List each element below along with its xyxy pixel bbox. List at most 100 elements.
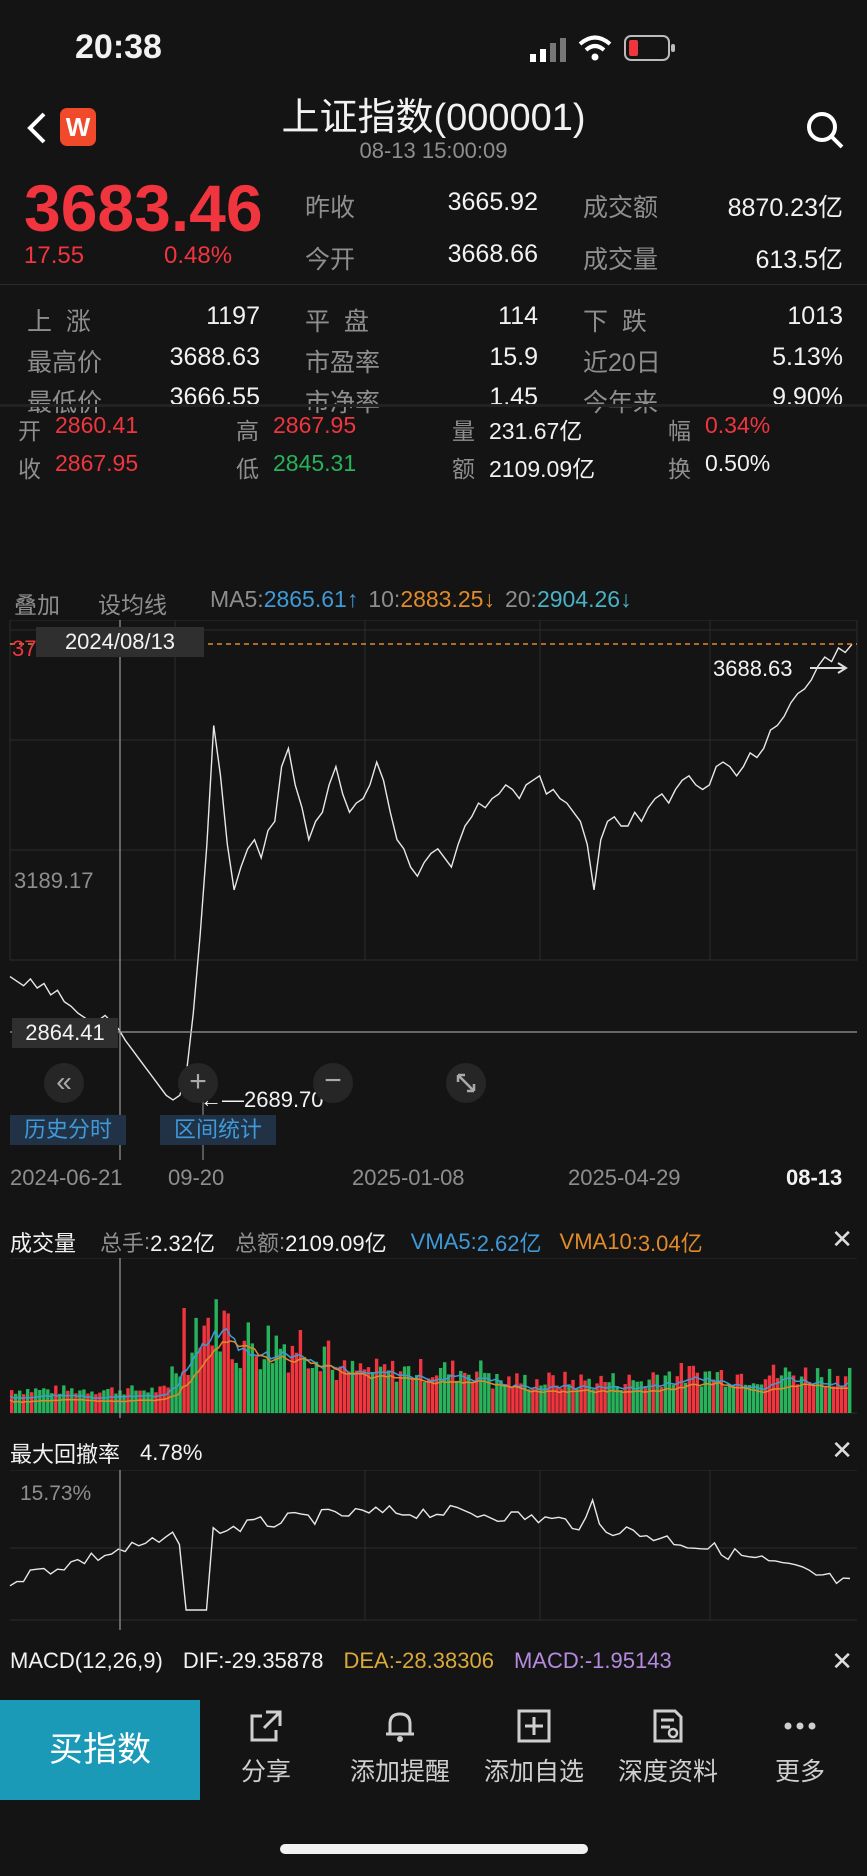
expand-icon[interactable] bbox=[446, 1063, 486, 1103]
add-box-icon bbox=[517, 1709, 551, 1743]
ma-values: MA5: 2865.61↑ 10: 2883.25↓ 20: 2904.26↓ bbox=[210, 586, 632, 613]
price-chart[interactable] bbox=[0, 620, 867, 1160]
volume-bar bbox=[583, 1380, 587, 1413]
drawdown-chart bbox=[9, 1470, 857, 1630]
volume-bar bbox=[555, 1385, 559, 1413]
volume-bar bbox=[402, 1366, 407, 1413]
volume-bar bbox=[655, 1374, 659, 1413]
signal-icon bbox=[530, 38, 568, 62]
zoom-out-icon[interactable]: − bbox=[313, 1063, 353, 1103]
day-close-label: 收 bbox=[18, 456, 41, 482]
volume-bar bbox=[266, 1325, 270, 1413]
volume-bar bbox=[643, 1386, 647, 1413]
volume-bar bbox=[270, 1363, 274, 1413]
low-value: 3666.55 bbox=[169, 383, 260, 411]
volume-bar bbox=[398, 1371, 403, 1413]
volume-bar bbox=[723, 1386, 728, 1413]
volume-bar bbox=[443, 1362, 447, 1413]
volume-bar bbox=[467, 1374, 471, 1413]
drawdown-line bbox=[9, 1497, 851, 1611]
drawdown-title: 最大回撤率 bbox=[10, 1442, 121, 1467]
volume-bar bbox=[475, 1371, 479, 1413]
deep-info-button[interactable]: 深度资料 bbox=[608, 1700, 728, 1800]
volume-bar bbox=[350, 1360, 355, 1413]
volume-bar bbox=[707, 1371, 712, 1413]
volume-bar bbox=[503, 1384, 507, 1413]
close-volume-icon[interactable]: ✕ bbox=[831, 1224, 853, 1254]
share-button[interactable]: 分享 bbox=[206, 1700, 326, 1800]
buy-index-button[interactable]: 买指数 bbox=[0, 1700, 200, 1800]
volume-bar bbox=[623, 1384, 627, 1413]
up-label: 上 涨 bbox=[27, 308, 91, 336]
range-stats-button[interactable]: 区间统计 bbox=[160, 1115, 276, 1145]
history-intraday-button[interactable]: 历史分时 bbox=[10, 1115, 126, 1145]
volume-bar bbox=[663, 1375, 667, 1413]
volume-bar bbox=[635, 1381, 639, 1413]
volume-bar bbox=[427, 1378, 431, 1413]
down-label: 下 跌 bbox=[583, 308, 647, 336]
add-alert-button[interactable]: 添加提醒 bbox=[340, 1700, 460, 1800]
day-amp-value: 0.34% bbox=[705, 412, 771, 438]
volume-bar bbox=[840, 1386, 844, 1413]
flat-count: 114 bbox=[498, 302, 538, 330]
add-watchlist-button[interactable]: 添加自选 bbox=[474, 1700, 594, 1800]
volume-bar bbox=[675, 1376, 679, 1413]
volume-bar bbox=[114, 1393, 118, 1413]
open-value: 3668.66 bbox=[447, 240, 538, 268]
volume-bar bbox=[515, 1373, 519, 1413]
scroll-left-icon[interactable]: « bbox=[44, 1063, 84, 1103]
zoom-in-icon[interactable]: + bbox=[178, 1063, 218, 1103]
open-label: 今开 bbox=[305, 246, 356, 274]
volume-bar bbox=[823, 1387, 828, 1413]
volume-bar bbox=[691, 1365, 695, 1413]
day-amt-value: 2109.09亿 bbox=[489, 456, 596, 482]
volume-bar bbox=[639, 1381, 643, 1413]
volume-bar bbox=[406, 1366, 411, 1413]
volume-bar bbox=[282, 1344, 286, 1413]
volume-bar bbox=[142, 1390, 146, 1413]
high-label: 最高价 bbox=[27, 349, 103, 377]
volume-bar bbox=[848, 1367, 852, 1413]
close-macd-icon[interactable]: ✕ bbox=[831, 1646, 853, 1676]
volume-bar bbox=[226, 1313, 230, 1413]
vma5-value: 2.62亿 bbox=[476, 1231, 542, 1256]
volume-bar bbox=[246, 1322, 250, 1413]
volume-bar bbox=[122, 1394, 126, 1413]
bottom-toolbar: 买指数 分享 添加提醒 添加自选 深度资料 更多 bbox=[0, 1700, 867, 1800]
close-drawdown-icon[interactable]: ✕ bbox=[831, 1435, 853, 1465]
chart-frame bbox=[9, 620, 858, 961]
volume-bar bbox=[659, 1387, 663, 1413]
more-button[interactable]: 更多 bbox=[740, 1700, 860, 1800]
volume-bar bbox=[74, 1393, 78, 1413]
up-count: 1197 bbox=[206, 302, 260, 330]
volume-value: 613.5亿 bbox=[755, 246, 843, 274]
volume-bar bbox=[836, 1375, 840, 1413]
volume-bar bbox=[178, 1376, 182, 1413]
volume-bar bbox=[146, 1392, 150, 1413]
volume-bar bbox=[94, 1394, 98, 1413]
volume-bar bbox=[567, 1384, 571, 1413]
set-ma-button[interactable]: 设均线 bbox=[98, 592, 167, 618]
volume-bar bbox=[463, 1372, 467, 1413]
low-label: 最低价 bbox=[27, 389, 103, 417]
volume-bar bbox=[451, 1360, 455, 1413]
volume-bar bbox=[819, 1377, 824, 1413]
day-low-value: 2845.31 bbox=[273, 450, 357, 476]
volume-bar bbox=[366, 1367, 371, 1413]
volume-bar bbox=[210, 1345, 214, 1413]
volume-bar bbox=[575, 1388, 579, 1413]
volume-bar bbox=[194, 1317, 198, 1413]
volume-bar bbox=[511, 1386, 515, 1413]
volume-bar bbox=[743, 1384, 748, 1413]
overlay-button[interactable]: 叠加 bbox=[14, 592, 60, 618]
app-logo[interactable]: W bbox=[60, 108, 96, 146]
total-hands-label: 总手 bbox=[100, 1231, 145, 1256]
volume-bar bbox=[815, 1368, 820, 1413]
volume-header: 成交量 总手 : 2.32亿 总额 : 2109.09亿 VMA5 : 2.62… bbox=[10, 1226, 703, 1258]
turnover-label: 成交额 bbox=[583, 194, 659, 222]
volume-bar bbox=[78, 1390, 82, 1413]
volume-bar bbox=[262, 1359, 266, 1413]
volume-bar bbox=[671, 1384, 675, 1413]
back-icon[interactable] bbox=[22, 110, 52, 146]
search-icon[interactable] bbox=[805, 110, 845, 150]
